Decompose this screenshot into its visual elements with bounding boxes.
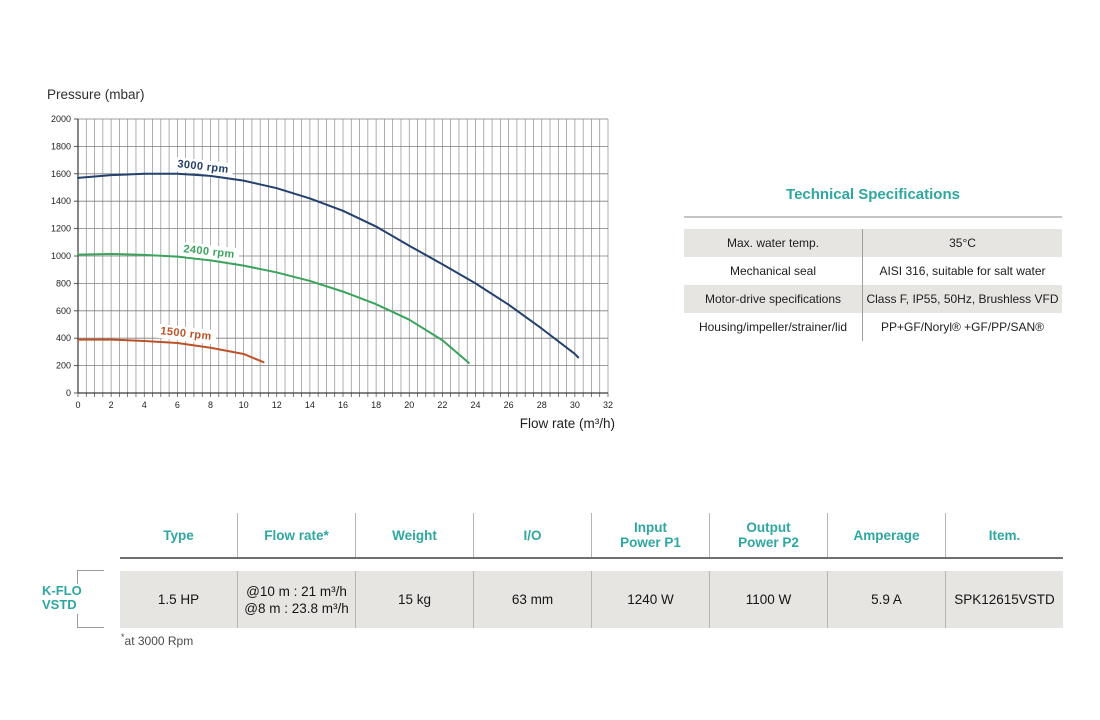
row-bracket-top <box>77 570 104 584</box>
spec-value: 35°C <box>949 236 976 250</box>
column-header-weight: Weight <box>355 513 473 557</box>
x-tick-label: 2 <box>109 400 114 410</box>
y-tick-label: 200 <box>56 361 71 371</box>
spec-table-title: Technical Specifications <box>786 186 960 203</box>
y-tick-label: 1200 <box>51 224 71 234</box>
y-tick-label: 2000 <box>51 114 71 124</box>
spec-value: Class F, IP55, 50Hz, Brushless VFD <box>866 292 1059 306</box>
x-tick-label: 4 <box>142 400 147 410</box>
model-table-data-row: 1.5 HP @10 m : 21 m³/h @8 m : 23.8 m³/h … <box>120 571 1063 628</box>
model-table-header-row: Type Flow rate* Weight I/O Input Power P… <box>120 513 1063 559</box>
y-tick-label: 1000 <box>51 251 71 261</box>
y-tick-label: 1800 <box>51 141 71 151</box>
chart-y-axis-title: Pressure (mbar) <box>47 87 145 102</box>
cell-flow-rate: @10 m : 21 m³/h @8 m : 23.8 m³/h <box>237 571 355 628</box>
x-tick-label: 16 <box>338 400 348 410</box>
y-tick-label: 1600 <box>51 169 71 179</box>
spec-value: AISI 316, suitable for salt water <box>879 264 1046 278</box>
x-tick-label: 30 <box>570 400 580 410</box>
y-tick-label: 1400 <box>51 196 71 206</box>
curve-3000-rpm <box>77 172 580 359</box>
column-header-flow-rate: Flow rate* <box>237 513 355 557</box>
spec-label: Max. water temp. <box>684 229 863 257</box>
cell-input-power: 1240 W <box>591 571 709 628</box>
spec-label: Mechanical seal <box>684 257 863 285</box>
cell-io: 63 mm <box>473 571 591 628</box>
x-tick-label: 10 <box>239 400 249 410</box>
x-tick-label: 22 <box>437 400 447 410</box>
column-header-io: I/O <box>473 513 591 557</box>
x-tick-label: 20 <box>404 400 414 410</box>
column-header-amperage: Amperage <box>827 513 945 557</box>
x-tick-label: 8 <box>208 400 213 410</box>
spec-table: Max. water temp. 35°C Mechanical seal AI… <box>684 229 1062 341</box>
column-header-output-power: Output Power P2 <box>709 513 827 557</box>
model-name-label: K-FLO VSTD <box>42 583 82 612</box>
cell-type: 1.5 HP <box>120 571 237 628</box>
y-tick-label: 600 <box>56 306 71 316</box>
chart-x-axis-title: Flow rate (m³/h) <box>519 416 615 431</box>
spec-value: PP+GF/Noryl® +GF/PP/SAN® <box>880 320 1045 334</box>
footnote-text: at 3000 Rpm <box>124 634 194 648</box>
x-tick-label: 24 <box>470 400 480 410</box>
footnote: *at 3000 Rpm <box>121 632 193 648</box>
x-tick-label: 14 <box>305 400 315 410</box>
spec-title-rule <box>684 216 1062 218</box>
spec-label: Motor-drive specifications <box>684 285 863 313</box>
y-tick-label: 0 <box>66 388 71 398</box>
column-header-type: Type <box>163 527 194 543</box>
curve-1500-rpm <box>77 338 265 364</box>
y-tick-label: 400 <box>56 333 71 343</box>
x-tick-label: 0 <box>75 400 80 410</box>
cell-item-code: SPK12615VSTD <box>945 571 1063 628</box>
cell-weight: 15 kg <box>355 571 473 628</box>
x-tick-label: 12 <box>272 400 282 410</box>
y-tick-label: 800 <box>56 278 71 288</box>
column-header-input-power: Input Power P1 <box>591 513 709 557</box>
spec-row-motor-drive: Motor-drive specifications Class F, IP55… <box>684 285 1062 313</box>
chart-plot-svg: 0 2 4 6 8 10 12 14 16 18 20 22 24 26 28 30 3202004006008… <box>51 114 613 410</box>
column-header-item: Item. <box>945 513 1063 557</box>
spec-row-housing: Housing/impeller/strainer/lid PP+GF/Nory… <box>684 313 1062 341</box>
cell-output-power: 1100 W <box>709 571 827 628</box>
spec-label: Housing/impeller/strainer/lid <box>684 313 863 341</box>
x-tick-label: 18 <box>371 400 381 410</box>
cell-amperage: 5.9 A <box>827 571 945 628</box>
curve-2400-rpm <box>77 252 470 364</box>
x-tick-label: 32 <box>603 400 613 410</box>
x-tick-label: 26 <box>504 400 514 410</box>
spec-row-mechanical-seal: Mechanical seal AISI 316, suitable for s… <box>684 257 1062 285</box>
performance-chart: 0 2 4 6 8 10 12 14 16 18 20 22 24 26 28 30 32 0 200 400 600 8… <box>51 114 613 410</box>
footnote-asterisk: * <box>121 632 125 642</box>
x-tick-label: 28 <box>537 400 547 410</box>
spec-row-water-temp: Max. water temp. 35°C <box>684 229 1062 257</box>
row-bracket-bottom <box>77 614 104 628</box>
x-tick-label: 6 <box>175 400 180 410</box>
